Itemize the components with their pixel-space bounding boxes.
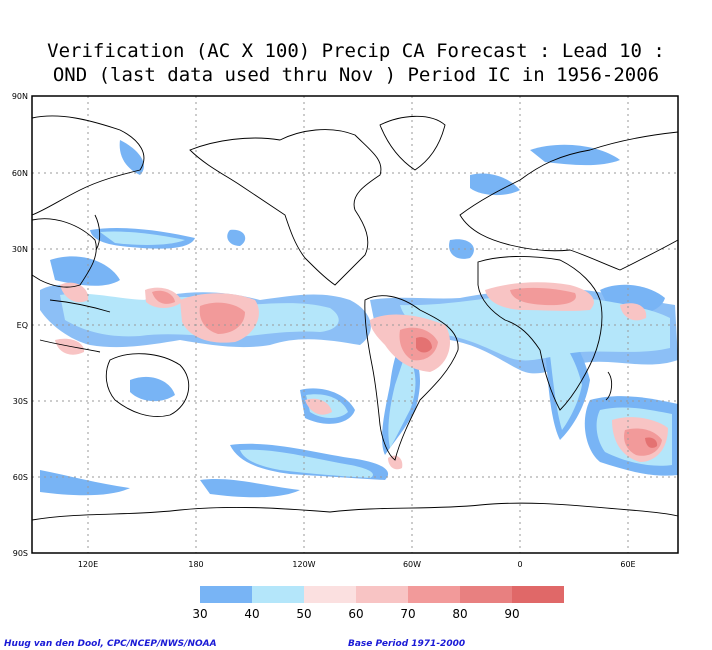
lon-label-120w: 120W [292,560,315,569]
skill-shading [40,140,678,498]
lon-label-60e: 60E [620,560,635,569]
legend-labels: 30 40 50 60 70 80 90 [192,607,519,621]
lat-label-90n: 90N [12,92,28,101]
chart-title-line-2: OND (last data used thru Nov ) Period IC… [52,64,660,86]
graticule [32,96,678,553]
latitude-labels: 90N 60N 30N EQ 30S 60S 90S [12,92,28,558]
legend-swatch-3 [304,586,356,603]
legend-swatch-4 [356,586,408,603]
lon-label-120e: 120E [78,560,98,569]
legend-label-80: 80 [452,607,467,621]
lat-label-90s: 90S [13,549,28,558]
lat-label-60n: 60N [12,169,28,178]
lat-label-30s: 30S [13,397,28,406]
map-frame [31,95,679,554]
legend-label-90: 90 [504,607,519,621]
legend-swatch-1 [200,586,252,603]
legend-swatch-7 [512,586,564,603]
chart-title-line-1: Verification (AC X 100) Precip CA Foreca… [47,40,665,62]
lat-label-eq: EQ [17,321,28,330]
lon-label-180: 180 [188,560,203,569]
coastlines [31,115,679,521]
legend-swatch-5 [408,586,460,603]
lat-label-60s: 60S [13,473,28,482]
base-period-note: Base Period 1971-2000 [348,639,466,649]
legend-label-60: 60 [348,607,363,621]
lat-label-30n: 30N [12,245,28,254]
legend-swatch-2 [252,586,304,603]
lon-label-60w: 60W [403,560,421,569]
legend-colorbar [200,586,564,603]
author-credit: Huug van den Dool, CPC/NCEP/NWS/NOAA [4,639,217,649]
legend-label-30: 30 [192,607,207,621]
legend-label-70: 70 [400,607,415,621]
longitude-labels: 120E 180 120W 60W 0 60E [78,560,636,569]
legend-label-40: 40 [244,607,259,621]
legend-swatch-6 [460,586,512,603]
lon-label-0: 0 [517,560,522,569]
legend-label-50: 50 [296,607,311,621]
